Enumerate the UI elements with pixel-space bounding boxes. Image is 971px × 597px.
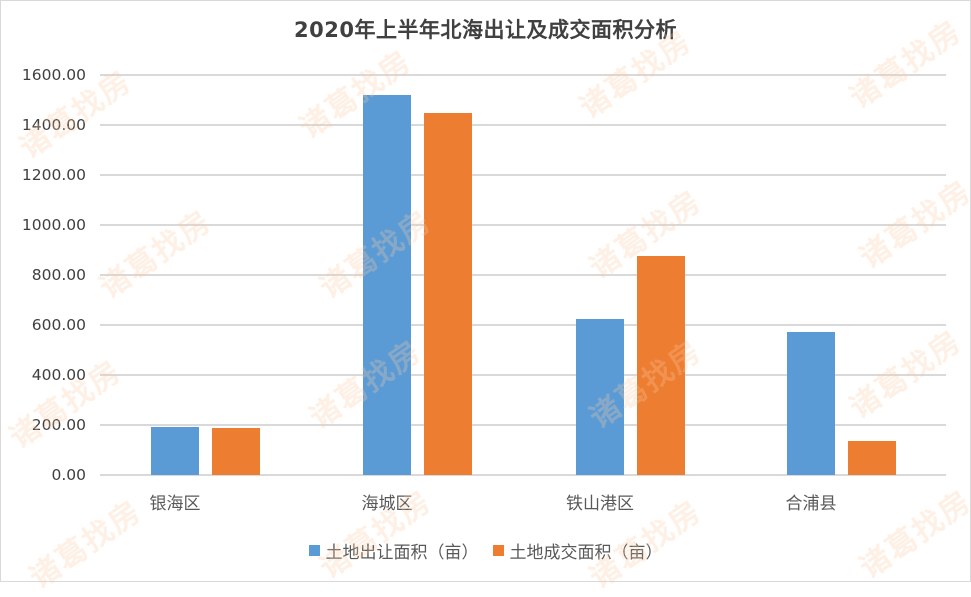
bar-deal-2[interactable] (637, 255, 685, 475)
bar-transfer-1[interactable] (363, 95, 411, 475)
gridline (100, 224, 946, 226)
legend-swatch-orange (492, 545, 504, 556)
gridline (100, 274, 946, 276)
y-tick-label: 800.00 (31, 266, 86, 284)
y-tick-label: 1000.00 (21, 216, 86, 234)
x-label-tieshangang: 铁山港区 (566, 494, 634, 514)
x-label-yinhai: 银海区 (149, 494, 201, 514)
bar-transfer-0[interactable] (151, 427, 199, 475)
gridline (100, 474, 946, 476)
x-label-hepu: 合浦县 (785, 494, 837, 514)
gridline (100, 74, 946, 76)
legend-label-transfer: 土地出让面积（亩） (325, 543, 479, 563)
gridline (100, 174, 946, 176)
legend: 土地出让面积（亩） 土地成交面积（亩） (0, 538, 971, 563)
bar-transfer-3[interactable] (787, 331, 835, 475)
legend-label-deal: 土地成交面积（亩） (509, 543, 663, 563)
legend-item-transfer[interactable]: 土地出让面积（亩） (308, 538, 479, 563)
y-tick-label: 0.00 (51, 466, 86, 484)
gridline (100, 374, 946, 376)
y-tick-label: 600.00 (31, 316, 86, 334)
gridline (100, 424, 946, 426)
legend-item-deal[interactable]: 土地成交面积（亩） (492, 538, 663, 563)
y-tick-label: 400.00 (31, 366, 86, 384)
bar-transfer-2[interactable] (576, 318, 624, 475)
bar-deal-1[interactable] (424, 113, 472, 475)
bar-deal-3[interactable] (848, 441, 896, 475)
y-tick-label: 200.00 (31, 416, 86, 434)
chart-title: 2020年上半年北海出让及成交面积分析 (294, 18, 677, 42)
y-tick-label: 1200.00 (21, 166, 86, 184)
y-tick-label: 1400.00 (21, 116, 86, 134)
legend-swatch-blue (308, 545, 320, 556)
x-label-haicheng: 海城区 (361, 494, 413, 514)
chart-frame (0, 0, 971, 582)
bar-deal-0[interactable] (212, 427, 260, 475)
y-tick-label: 1600.00 (21, 66, 86, 84)
gridline (100, 124, 946, 126)
gridline (100, 324, 946, 326)
